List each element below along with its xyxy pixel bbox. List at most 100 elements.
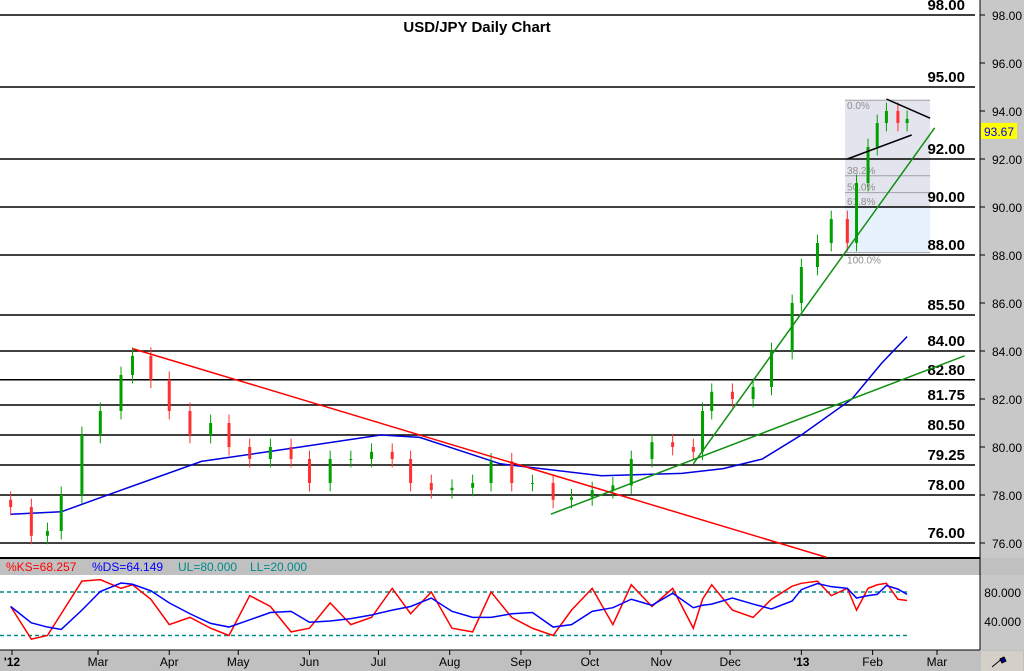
- level-label: 98.00: [927, 0, 965, 14]
- level-label: 88.00: [927, 237, 965, 254]
- stochastic-tick-label: 80.000: [984, 586, 1021, 600]
- fib-level-label: 100.0%: [847, 256, 881, 267]
- x-tick-label: Feb: [862, 655, 883, 669]
- level-label: 76.00: [927, 525, 965, 542]
- candle-body: [227, 423, 231, 447]
- candle-body: [59, 495, 63, 531]
- fib-level-label: 61.8%: [847, 197, 875, 208]
- triangle-line: [886, 98, 931, 119]
- candle-body: [328, 459, 332, 483]
- time-axis: [0, 650, 1024, 671]
- level-label: 80.50: [927, 417, 965, 434]
- candle-body: [701, 411, 705, 452]
- stochastic-ds-line: [10, 582, 908, 631]
- candle-body: [390, 451, 394, 459]
- x-tick-label: Mar: [88, 655, 109, 669]
- candle-body: [530, 483, 534, 484]
- candle-body: [650, 442, 654, 459]
- candle-body: [248, 447, 252, 459]
- candle-body: [45, 531, 49, 536]
- candle-body: [884, 111, 888, 123]
- x-tick-label: Jun: [300, 655, 319, 669]
- y-tick-label: 96.00: [992, 57, 1022, 71]
- stochastic-legend-ll: LL=20.000: [250, 560, 307, 574]
- candle-body: [896, 111, 900, 123]
- candle-body: [209, 423, 213, 435]
- fib-zone-lower: [845, 207, 931, 253]
- y-tick-label: 76.00: [992, 537, 1022, 551]
- triangle-line: [847, 134, 912, 160]
- x-tick-label: Apr: [160, 655, 179, 669]
- y-tick-label: 78.00: [992, 489, 1022, 503]
- candle-body: [730, 391, 734, 399]
- x-tick-label: Oct: [581, 655, 600, 669]
- candle-body: [9, 499, 13, 507]
- candle-body: [80, 435, 84, 495]
- y-tick-label: 94.00: [992, 105, 1022, 119]
- candle-body: [551, 483, 555, 500]
- candle-body: [829, 219, 833, 243]
- stochastic-tick-label: 40.000: [984, 615, 1021, 629]
- level-label: 85.50: [927, 297, 965, 314]
- x-tick-label: Aug: [439, 655, 460, 669]
- candle-body: [570, 497, 574, 500]
- fib-level-label: 50.0%: [847, 183, 875, 194]
- trendline: [692, 127, 936, 465]
- last-price-box: [981, 122, 1017, 139]
- stochastic-legend-ks: %KS=68.257: [6, 560, 77, 574]
- candle-body: [611, 485, 615, 491]
- last-price-label: 93.67: [984, 125, 1014, 139]
- stochastic-legend-ul: UL=80.000: [178, 560, 237, 574]
- candle-body: [751, 387, 755, 399]
- trendline: [550, 355, 965, 515]
- candle-body: [409, 459, 413, 483]
- x-tick-label: Nov: [650, 655, 671, 669]
- level-label: 82.80: [927, 362, 965, 379]
- candle-body: [855, 183, 859, 243]
- level-label: 81.75: [927, 387, 965, 404]
- candle-body: [875, 123, 879, 147]
- candle-body: [489, 461, 493, 483]
- candle-body: [167, 379, 171, 411]
- level-label: 95.00: [927, 69, 965, 86]
- level-label: 79.25: [927, 447, 965, 464]
- y-tick-label: 82.00: [992, 393, 1022, 407]
- y-tick-label: 88.00: [992, 249, 1022, 263]
- stochastic-axis: [980, 575, 1024, 650]
- candle-body: [349, 459, 353, 460]
- moving-average-line: [10, 336, 908, 515]
- candle-body: [799, 267, 803, 303]
- stochastic-header: [0, 558, 1024, 575]
- price-axis: [980, 0, 1024, 558]
- y-tick-label: 92.00: [992, 153, 1022, 167]
- candle-body: [510, 461, 514, 483]
- level-label: 90.00: [927, 189, 965, 206]
- stochastic-pane: [0, 575, 980, 650]
- candle-body: [691, 447, 695, 452]
- y-tick-label: 90.00: [992, 201, 1022, 215]
- candle-body: [905, 118, 909, 123]
- y-tick-label: 84.00: [992, 345, 1022, 359]
- drawing-tool-button[interactable]: [981, 651, 1023, 671]
- fib-level-label: 38.2%: [847, 166, 875, 177]
- candle-body: [130, 355, 134, 375]
- level-label: 92.00: [927, 141, 965, 158]
- candle-body: [188, 411, 192, 435]
- pencil-icon: [991, 656, 1007, 668]
- y-tick-label: 98.00: [992, 9, 1022, 23]
- x-tick-label: '12: [4, 655, 21, 669]
- level-label: 84.00: [927, 333, 965, 350]
- candle-body: [98, 411, 102, 435]
- x-tick-label: Mar: [927, 655, 948, 669]
- fib-level-label: 0.0%: [847, 101, 870, 112]
- candle-body: [710, 391, 714, 411]
- candle-body: [119, 375, 123, 411]
- candle-body: [866, 147, 870, 183]
- candle-body: [815, 243, 819, 267]
- stochastic-legend-ds: %DS=64.149: [92, 560, 163, 574]
- x-tick-label: Jul: [371, 655, 386, 669]
- level-label: 78.00: [927, 477, 965, 494]
- candle-body: [450, 487, 454, 491]
